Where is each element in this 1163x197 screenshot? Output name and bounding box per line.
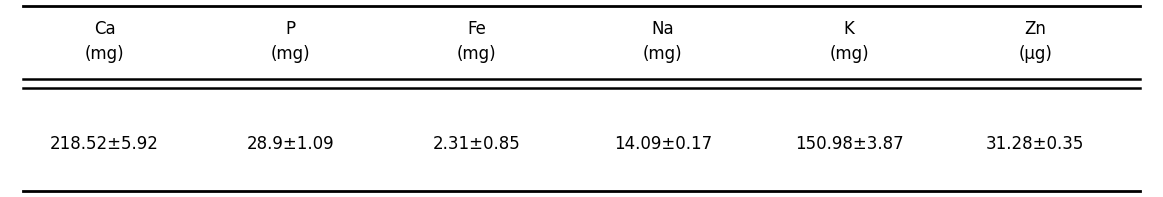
- Text: Ca
(mg): Ca (mg): [85, 20, 124, 63]
- Text: P
(mg): P (mg): [271, 20, 311, 63]
- Text: 218.52±5.92: 218.52±5.92: [50, 135, 159, 153]
- Text: 2.31±0.85: 2.31±0.85: [433, 135, 521, 153]
- Text: Fe
(mg): Fe (mg): [457, 20, 497, 63]
- Text: 28.9±1.09: 28.9±1.09: [247, 135, 335, 153]
- Text: 150.98±3.87: 150.98±3.87: [794, 135, 904, 153]
- Text: Zn
(μg): Zn (μg): [1018, 20, 1053, 63]
- Text: 31.28±0.35: 31.28±0.35: [986, 135, 1084, 153]
- Text: Na
(mg): Na (mg): [643, 20, 683, 63]
- Text: 14.09±0.17: 14.09±0.17: [614, 135, 712, 153]
- Text: K
(mg): K (mg): [829, 20, 869, 63]
